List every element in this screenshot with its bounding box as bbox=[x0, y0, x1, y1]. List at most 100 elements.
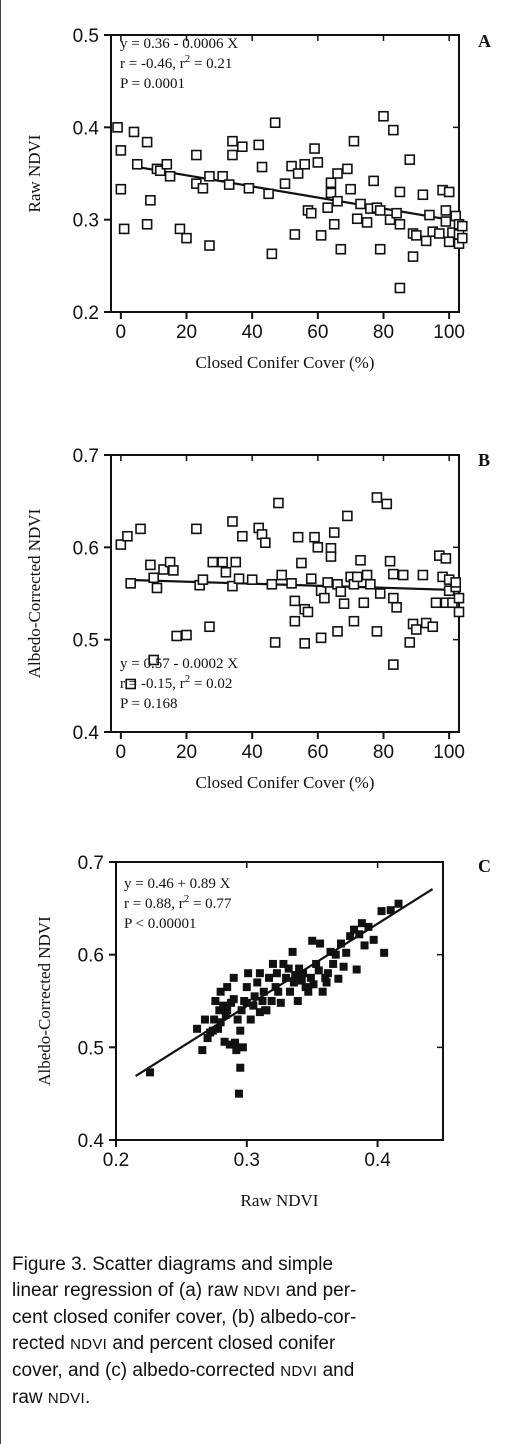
data-point bbox=[269, 637, 281, 648]
data-point bbox=[348, 135, 360, 147]
data-point bbox=[329, 959, 338, 968]
data-point bbox=[210, 1015, 219, 1024]
data-point bbox=[151, 582, 163, 594]
data-point bbox=[230, 556, 242, 568]
data-point bbox=[268, 959, 277, 968]
data-point bbox=[420, 235, 432, 247]
caption-line: cent closed conifer cover, (b) albedo-co… bbox=[12, 1307, 357, 1328]
data-point bbox=[328, 218, 340, 230]
data-point bbox=[233, 573, 245, 585]
data-point bbox=[391, 207, 402, 219]
data-point bbox=[220, 566, 232, 578]
correlation-stats: r = -0.15, r2 = 0.02 bbox=[120, 673, 232, 692]
data-point bbox=[312, 959, 321, 968]
x-tick-label: 0.2 bbox=[103, 1150, 129, 1171]
data-point bbox=[391, 602, 402, 613]
data-point bbox=[316, 939, 325, 948]
data-point bbox=[364, 922, 373, 931]
y-tick-label: 0.5 bbox=[78, 1038, 104, 1059]
data-point bbox=[368, 175, 379, 187]
x-tick-label: 20 bbox=[176, 322, 197, 343]
data-point bbox=[407, 251, 419, 262]
data-point bbox=[308, 936, 317, 945]
regression-line bbox=[135, 888, 434, 1077]
data-point bbox=[227, 580, 238, 592]
data-point bbox=[332, 195, 343, 207]
data-point bbox=[361, 569, 373, 581]
data-point bbox=[339, 962, 348, 971]
data-point bbox=[424, 209, 435, 221]
data-point bbox=[246, 574, 258, 585]
data-point bbox=[309, 531, 320, 543]
data-point bbox=[334, 974, 343, 983]
data-point bbox=[312, 157, 324, 168]
data-point bbox=[115, 145, 127, 156]
data-point bbox=[434, 228, 445, 239]
caption-line: cover, and (c) albedo-corrected NDVI and bbox=[12, 1360, 355, 1381]
data-point bbox=[346, 932, 355, 941]
data-point bbox=[394, 282, 406, 294]
data-point bbox=[219, 1001, 228, 1010]
data-point bbox=[246, 1015, 255, 1024]
data-point bbox=[260, 537, 271, 549]
data-point bbox=[174, 223, 186, 235]
y-tick-label: 0.3 bbox=[73, 211, 99, 232]
data-point bbox=[145, 559, 156, 571]
y-tick-label: 0.6 bbox=[73, 538, 99, 559]
data-point bbox=[328, 527, 340, 538]
data-point bbox=[361, 217, 373, 228]
data-point bbox=[289, 595, 301, 607]
data-point bbox=[217, 170, 228, 182]
data-point bbox=[289, 615, 301, 627]
caption-line: raw NDVI. bbox=[12, 1387, 91, 1408]
data-point bbox=[269, 117, 281, 129]
data-point bbox=[369, 935, 378, 944]
data-point bbox=[331, 950, 340, 959]
p-value: P = 0.0001 bbox=[120, 76, 185, 92]
data-point bbox=[214, 1024, 223, 1033]
data-point bbox=[216, 1018, 225, 1027]
data-point bbox=[355, 554, 366, 566]
data-point bbox=[227, 149, 238, 161]
caption-line: Figure 3. Scatter diagrams and simple bbox=[12, 1254, 334, 1275]
x-tick-label: 0 bbox=[116, 742, 127, 763]
x-axis-label: Closed Conifer Cover (%) bbox=[196, 773, 375, 792]
data-point bbox=[322, 978, 331, 987]
regression-line bbox=[135, 578, 460, 592]
data-point bbox=[125, 578, 136, 589]
data-point bbox=[291, 971, 300, 980]
data-point bbox=[299, 969, 308, 978]
data-point bbox=[232, 1046, 241, 1055]
data-point bbox=[128, 126, 140, 138]
data-point bbox=[231, 1038, 240, 1047]
y-tick-label: 0.4 bbox=[73, 723, 100, 744]
data-point bbox=[338, 598, 350, 609]
data-point bbox=[204, 240, 215, 251]
data-point bbox=[271, 983, 280, 992]
data-point bbox=[253, 978, 262, 987]
data-point bbox=[417, 189, 429, 201]
data-point bbox=[242, 998, 251, 1007]
data-point bbox=[305, 207, 317, 219]
y-tick-label: 0.4 bbox=[73, 118, 100, 139]
data-point bbox=[302, 606, 314, 618]
data-point bbox=[259, 987, 268, 996]
data-point bbox=[345, 183, 356, 195]
data-point bbox=[286, 160, 297, 172]
data-point bbox=[272, 969, 281, 978]
data-point bbox=[191, 149, 202, 161]
data-point bbox=[243, 182, 255, 194]
data-point bbox=[318, 987, 327, 996]
data-point bbox=[380, 948, 389, 957]
regression-equation: y = 0.36 - 0.0006 X bbox=[120, 36, 238, 52]
data-point bbox=[253, 139, 265, 151]
panel-letter: A bbox=[478, 31, 491, 51]
data-point bbox=[309, 980, 318, 989]
data-point bbox=[315, 632, 327, 644]
data-point bbox=[145, 194, 156, 206]
data-point bbox=[371, 626, 383, 637]
p-value: P < 0.00001 bbox=[124, 916, 197, 932]
correlation-stats: r = -0.46, r2 = 0.21 bbox=[120, 53, 232, 72]
data-point bbox=[258, 997, 267, 1005]
data-point bbox=[358, 597, 370, 609]
